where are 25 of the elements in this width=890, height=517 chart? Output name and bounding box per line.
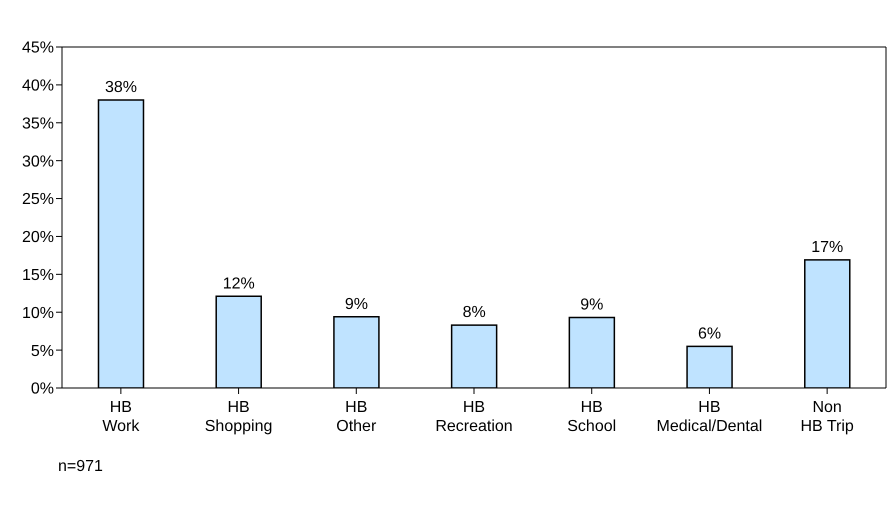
x-tick-label: HB Other [336,399,377,435]
x-tick-label: HB Work [102,399,140,435]
x-tick-label: HB Shopping [204,399,272,435]
data-label: 17% [811,238,844,256]
y-tick-label: 20% [22,229,54,246]
y-tick-label: 25% [22,191,54,208]
x-tick-label: Non HB Trip [800,399,854,435]
y-tick-label: 40% [22,78,54,95]
x-tick-label: HB Medical/Dental [656,399,762,435]
data-label: 9% [580,296,604,314]
y-tick-label: 15% [22,267,54,284]
y-tick-label: 45% [22,40,54,57]
data-label: 9% [344,296,368,313]
y-tick-label: 30% [22,153,54,170]
y-tick-label: 10% [22,304,54,322]
x-tick-label: HB Recreation [435,399,513,435]
x-tick-label: HB School [567,399,616,435]
y-tick-label: 35% [22,115,54,132]
data-label: 8% [462,304,486,322]
y-tick-label: 5% [30,342,54,360]
text: n=971 [58,458,104,476]
data-label: 12% [222,275,255,292]
data-label: 38% [104,79,138,96]
y-tick-label: 0% [30,380,54,398]
data-label: 6% [698,325,722,342]
